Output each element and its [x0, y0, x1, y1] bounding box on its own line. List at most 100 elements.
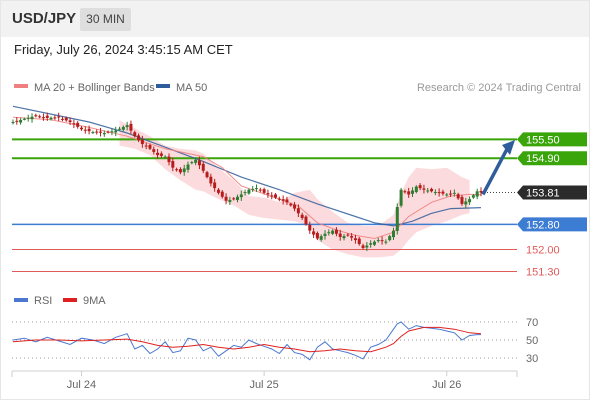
- candle-body: [414, 186, 418, 192]
- candle-body: [49, 117, 53, 120]
- candle-body: [391, 230, 395, 238]
- candle-body: [186, 164, 190, 170]
- candle-body: [460, 196, 464, 204]
- rsi-ma-legend-label: 9MA: [83, 295, 106, 307]
- candle-body: [121, 126, 125, 130]
- timeframe-button[interactable]: 30 MIN: [80, 8, 131, 31]
- candle-body: [464, 201, 468, 205]
- credit-text: Research © 2024 Trading Central: [417, 82, 581, 94]
- candle-body: [342, 236, 346, 239]
- rsi-line: [12, 321, 481, 361]
- candle-body: [224, 196, 228, 201]
- candle-body: [243, 192, 247, 194]
- candle-body: [159, 153, 163, 156]
- candle-body: [350, 236, 354, 238]
- candle-body: [205, 172, 209, 178]
- candle-body: [319, 236, 323, 240]
- candle-body: [83, 129, 87, 131]
- candle-body: [353, 238, 357, 241]
- arrow-shaft: [481, 148, 509, 196]
- candle-body: [308, 224, 312, 231]
- candle-body: [471, 195, 475, 198]
- candle-body: [411, 190, 415, 194]
- candle-body: [277, 198, 281, 200]
- candle-body: [152, 149, 156, 152]
- candle-body: [57, 116, 61, 118]
- candle-body: [194, 159, 198, 163]
- candle-body: [213, 182, 217, 189]
- candle-body: [430, 188, 434, 192]
- candle-body: [376, 240, 380, 242]
- candle-body: [334, 229, 338, 234]
- candle-body: [216, 189, 220, 193]
- support-label: 152.00: [526, 245, 560, 257]
- candle-body: [365, 245, 369, 248]
- ma20-legend-swatch: [14, 84, 28, 88]
- ma50-path: [12, 105, 482, 227]
- candle-body: [137, 135, 141, 141]
- candle-body: [99, 131, 103, 133]
- candle-body: [384, 241, 388, 243]
- x-tick-label: Jul 25: [249, 379, 278, 391]
- candle-body: [171, 161, 175, 168]
- candle-body: [346, 234, 350, 236]
- ma50-legend-label: MA 50: [176, 82, 207, 94]
- candle-body: [372, 241, 376, 245]
- candle-body: [68, 120, 72, 123]
- candle-body: [274, 194, 278, 198]
- candle-body: [45, 115, 49, 118]
- candle-body: [433, 192, 437, 194]
- support-label: 151.30: [526, 267, 560, 279]
- candle-body: [281, 199, 285, 201]
- currency-pair-title: USD/JPY: [12, 10, 77, 27]
- candle-body: [110, 131, 114, 133]
- ma50-legend-swatch: [156, 84, 170, 88]
- candle-body: [209, 176, 213, 184]
- candle-body: [418, 185, 422, 189]
- candle-body: [60, 118, 64, 120]
- candle-body: [312, 231, 316, 235]
- candle-body: [102, 133, 106, 135]
- candle-body: [148, 145, 152, 149]
- candle-body: [331, 230, 335, 234]
- candle-body: [247, 189, 251, 194]
- candle-body: [201, 163, 205, 171]
- rsi-panel: 70 50 30: [12, 317, 538, 365]
- candle-body: [327, 232, 331, 234]
- candle-body: [270, 195, 274, 197]
- candle-body: [437, 192, 441, 194]
- candle-body: [190, 162, 194, 164]
- resistance-tag-label: 155.50: [526, 134, 560, 146]
- candle-body: [456, 194, 460, 199]
- ma50-line: [12, 105, 482, 227]
- datetime-label: Friday, July 26, 2024 3:45:15 AM CET: [14, 42, 233, 57]
- candle-body: [235, 196, 239, 201]
- resistance-tag: [517, 132, 587, 147]
- resistance-tag-label: 154.90: [526, 153, 560, 165]
- candle-body: [15, 120, 19, 122]
- candle-body: [114, 130, 118, 133]
- candle-body: [26, 117, 30, 119]
- current-price-tag: [517, 185, 587, 200]
- level-tags: 155.50 154.90 153.81 152.80 152.00 151.30: [517, 132, 587, 279]
- candlesticks: [11, 112, 483, 252]
- ma20-legend-label: MA 20 + Bollinger Bands: [34, 82, 155, 94]
- candle-body: [251, 188, 255, 190]
- candle-body: [296, 208, 300, 214]
- candle-body: [11, 122, 15, 124]
- candle-body: [266, 193, 270, 195]
- candle-body: [129, 123, 133, 131]
- x-tick-label: Jul 26: [432, 379, 461, 391]
- candle-body: [285, 199, 289, 203]
- resistance-tag: [517, 151, 587, 166]
- x-tick-label: Jul 24: [67, 379, 96, 391]
- pivot-tag-label: 152.80: [526, 219, 560, 231]
- candle-body: [125, 125, 129, 128]
- candle-body: [369, 243, 373, 245]
- candle-body: [64, 117, 68, 121]
- candle-body: [22, 118, 26, 120]
- candle-body: [38, 116, 42, 118]
- candle-body: [403, 191, 407, 193]
- candle-body: [175, 169, 179, 171]
- candle-body: [53, 117, 57, 119]
